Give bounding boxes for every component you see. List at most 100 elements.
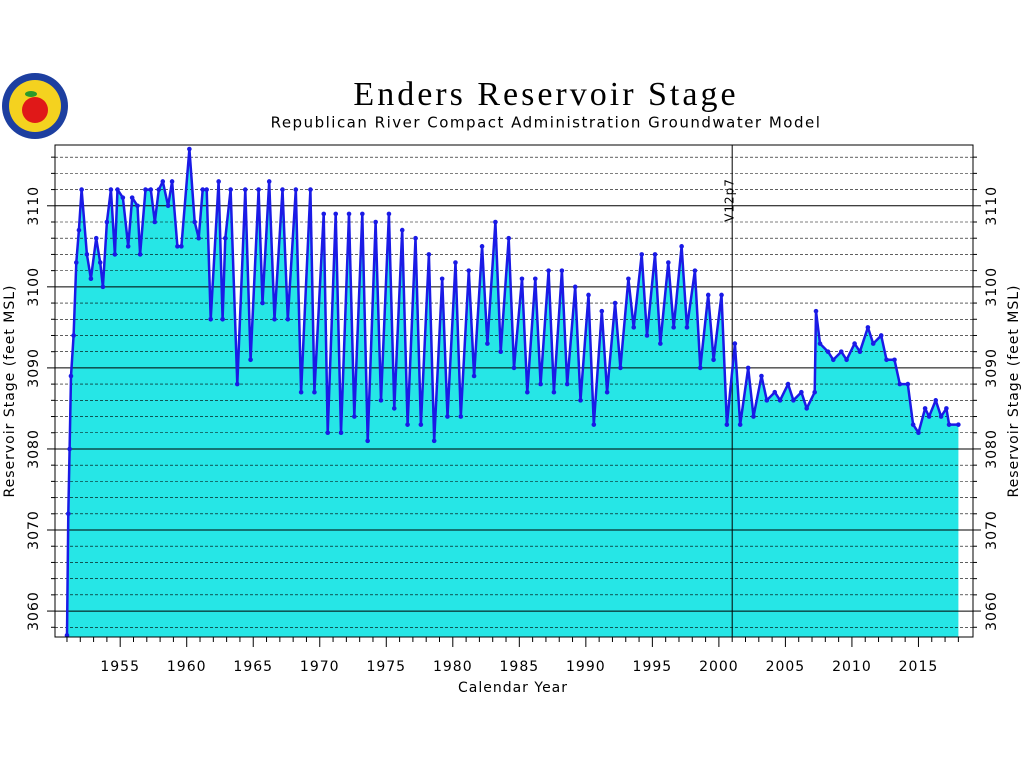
point (426, 252, 432, 257)
point (405, 422, 410, 427)
y-tick-label-right: 3090 (984, 348, 1000, 388)
point (67, 446, 72, 452)
point (378, 398, 384, 403)
point (922, 406, 928, 411)
point (956, 422, 961, 427)
point (711, 357, 716, 363)
point (466, 268, 472, 273)
point (572, 284, 578, 290)
point (844, 357, 849, 363)
x-tick-label: 1960 (167, 659, 207, 675)
x-tick-label: 1970 (300, 659, 340, 675)
point (612, 300, 618, 306)
point (652, 252, 658, 257)
point (644, 333, 650, 338)
point (458, 414, 464, 419)
y-tick-label: 3070 (26, 510, 42, 550)
point (386, 211, 392, 217)
point (418, 422, 424, 427)
point (865, 325, 871, 330)
point (112, 252, 118, 257)
point (546, 268, 551, 273)
point (333, 211, 339, 217)
point (671, 325, 676, 330)
point (799, 389, 804, 395)
point (578, 398, 583, 403)
point (165, 203, 171, 209)
point (532, 276, 538, 282)
point (352, 414, 357, 419)
point (148, 187, 154, 192)
point (192, 219, 197, 225)
point (68, 373, 74, 379)
point (506, 235, 511, 241)
point (897, 381, 903, 387)
point (338, 430, 344, 436)
point (187, 146, 192, 152)
y-tick-label: 3110 (26, 186, 42, 226)
point (360, 211, 365, 217)
point (391, 406, 397, 411)
point (812, 389, 817, 395)
y-axis-label-right: Reservoir Stage (feet MSL) (1006, 284, 1022, 497)
chart-subtitle: Republican River Compact Administration … (271, 114, 822, 132)
point (66, 511, 71, 517)
point (910, 422, 916, 427)
x-tick-label: 2010 (832, 659, 872, 675)
point (618, 365, 623, 371)
point (498, 349, 503, 354)
point (737, 422, 743, 427)
point (256, 187, 261, 192)
point (222, 235, 228, 241)
point (926, 414, 932, 419)
y-tick-label-right: 3080 (984, 429, 1000, 469)
point (242, 187, 248, 192)
point (152, 219, 158, 225)
point (785, 381, 791, 387)
point (705, 292, 711, 298)
point (719, 292, 724, 298)
point (100, 284, 106, 290)
point (137, 252, 143, 257)
point (857, 349, 863, 354)
point (234, 381, 240, 387)
point (878, 333, 884, 338)
point (838, 349, 844, 354)
x-tick-label: 1995 (633, 659, 673, 675)
y-tick-label-right: 3100 (984, 267, 1000, 307)
point (905, 381, 911, 387)
logo-apple (22, 97, 48, 123)
point (777, 398, 783, 403)
point (272, 316, 277, 322)
point (692, 268, 698, 273)
point (559, 268, 565, 273)
point (220, 316, 225, 322)
point (804, 406, 809, 411)
annotation-label: V12p7 (723, 178, 737, 222)
x-tick-label: 2000 (699, 659, 739, 675)
point (204, 187, 209, 192)
point (280, 187, 285, 192)
y-tick-label-right: 3060 (984, 591, 1000, 631)
x-tick-label: 2015 (899, 659, 939, 675)
point (697, 365, 703, 371)
point (884, 357, 889, 363)
point (73, 260, 79, 265)
point (471, 373, 477, 379)
point (79, 187, 84, 192)
point (493, 219, 498, 225)
point (196, 235, 201, 241)
point (564, 381, 570, 387)
point (870, 341, 876, 346)
point (772, 389, 778, 395)
point (639, 252, 645, 257)
point (944, 406, 949, 411)
y-axis-label: Reservoir Stage (feet MSL) (2, 284, 18, 497)
point (586, 292, 591, 298)
point (817, 341, 823, 346)
point (208, 316, 213, 322)
point (684, 325, 690, 330)
point (373, 219, 378, 225)
point (591, 422, 597, 427)
